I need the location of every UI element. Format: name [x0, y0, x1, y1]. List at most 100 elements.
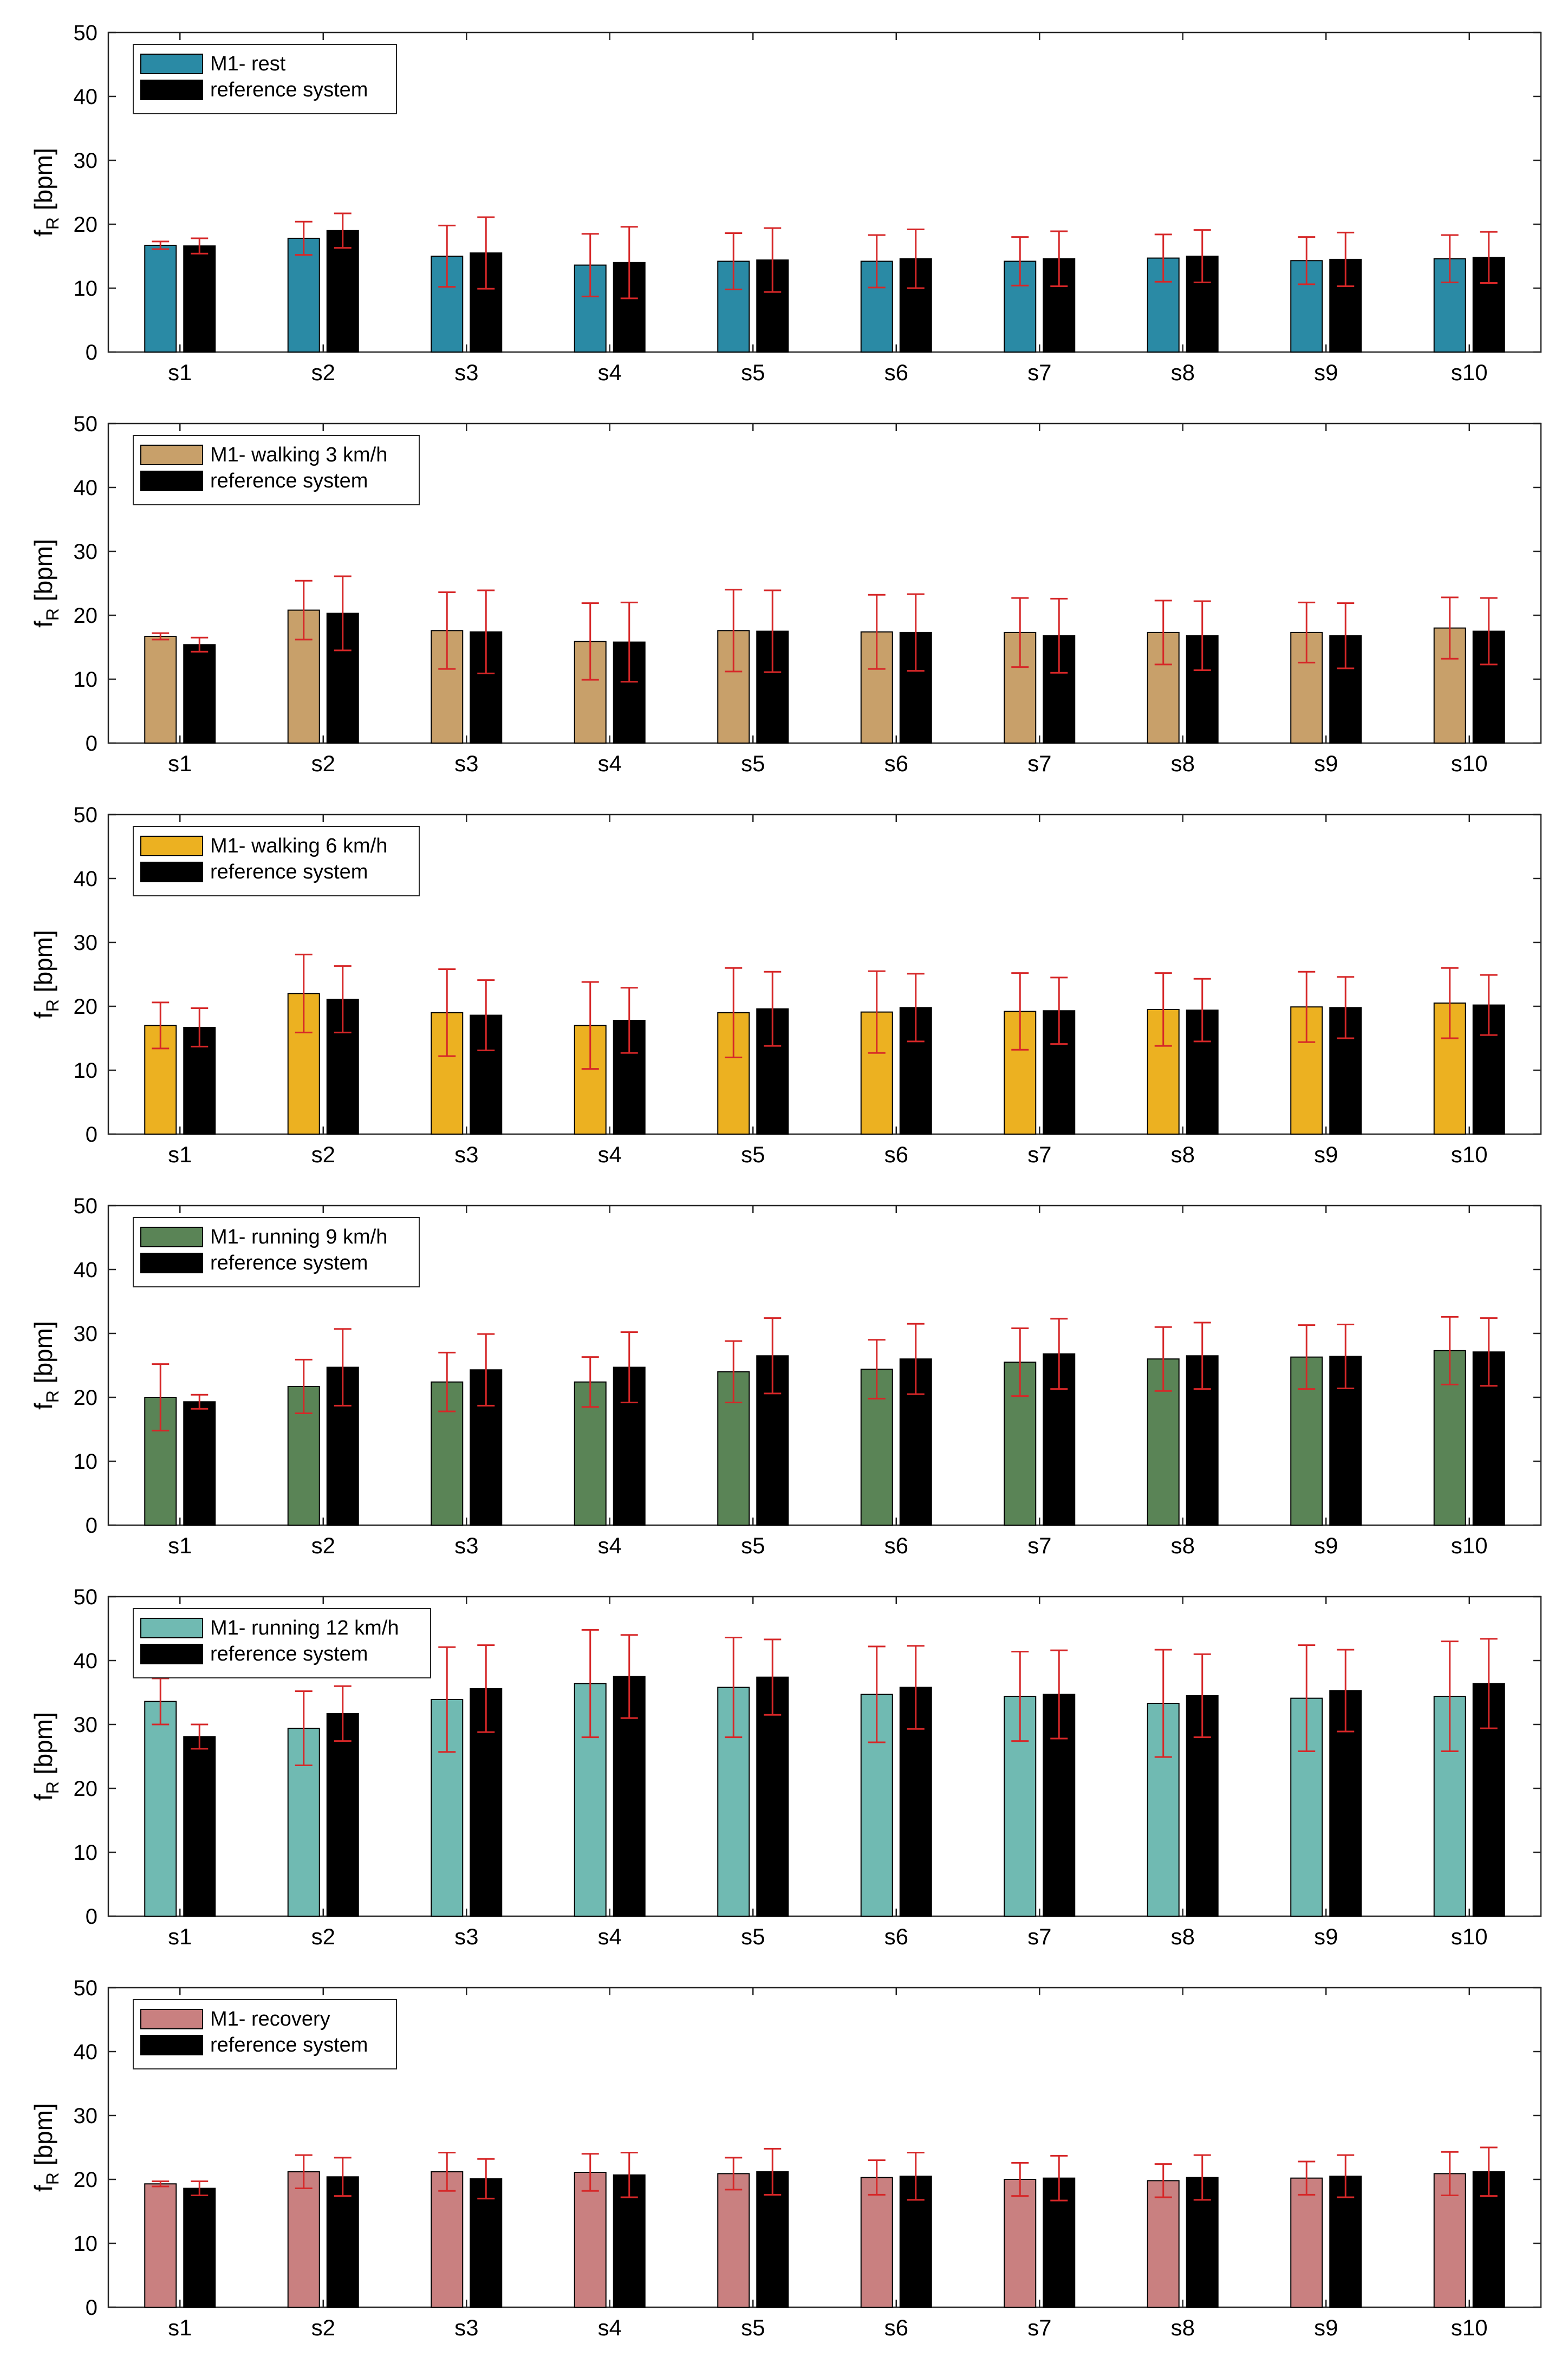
x-tick-label: s3	[454, 751, 478, 776]
y-axis-label: fR [bpm]	[29, 2103, 62, 2192]
bar	[717, 2173, 750, 2308]
y-tick-label: 10	[74, 1059, 98, 1083]
y-tick-label: 10	[74, 277, 98, 301]
y-tick-label: 50	[74, 1194, 98, 1218]
y-tick-label: 30	[74, 540, 98, 564]
x-tick-label: s8	[1171, 2315, 1195, 2340]
x-tick-label: s1	[168, 1142, 192, 1167]
y-tick-label: 30	[74, 1322, 98, 1346]
legend-label: M1- recovery	[210, 2008, 330, 2030]
legend-label: M1- running 12 km/h	[210, 1617, 399, 1639]
x-tick-label: s7	[1027, 360, 1051, 385]
legend: M1- recovery reference system	[133, 1999, 397, 2069]
x-tick-label: s5	[741, 2315, 765, 2340]
legend: M1- walking 6 km/h reference system	[133, 826, 420, 896]
y-tick-label: 50	[74, 803, 98, 827]
y-tick-label: 20	[74, 2168, 98, 2192]
y-axis-label: fR [bpm]	[29, 930, 62, 1019]
legend: M1- rest reference system	[133, 44, 397, 114]
y-tick-label: 20	[74, 995, 98, 1019]
x-tick-label: s10	[1451, 1533, 1488, 1558]
legend: M1- running 9 km/h reference system	[133, 1217, 420, 1287]
legend-label: reference system	[210, 470, 368, 492]
x-tick-label: s6	[884, 2315, 908, 2340]
x-tick-label: s4	[598, 360, 622, 385]
x-tick-label: s2	[311, 360, 335, 385]
x-tick-label: s9	[1314, 1533, 1338, 1558]
legend-swatch	[140, 445, 203, 465]
x-tick-label: s8	[1171, 1924, 1195, 1949]
legend: M1- running 12 km/h reference system	[133, 1608, 431, 1678]
bar	[183, 2188, 216, 2308]
y-tick-label: 0	[86, 2296, 97, 2320]
bar	[431, 2171, 464, 2308]
bar	[183, 1736, 216, 1917]
y-tick-label: 0	[86, 1123, 97, 1147]
x-tick-label: s4	[598, 1533, 622, 1558]
y-tick-label: 40	[74, 2040, 98, 2064]
x-tick-label: s8	[1171, 751, 1195, 776]
x-tick-label: s9	[1314, 2315, 1338, 2340]
y-tick-label: 30	[74, 149, 98, 173]
x-tick-label: s4	[598, 2315, 622, 2340]
legend-label: M1- rest	[210, 53, 286, 75]
x-tick-label: s10	[1451, 360, 1488, 385]
legend-label: M1- walking 3 km/h	[210, 444, 387, 466]
legend-swatch	[140, 1253, 203, 1273]
x-tick-label: s10	[1451, 2315, 1488, 2340]
x-tick-label: s1	[168, 751, 192, 776]
legend-swatch	[140, 1644, 203, 1664]
legend-label: M1- running 9 km/h	[210, 1226, 387, 1248]
x-tick-label: s10	[1451, 1924, 1488, 1949]
y-tick-label: 40	[74, 1649, 98, 1673]
x-tick-label: s10	[1451, 751, 1488, 776]
x-tick-label: s1	[168, 1924, 192, 1949]
y-tick-label: 40	[74, 85, 98, 109]
panel-3: 0 10 20 30 40 50 fR [bpm] s1 s2 s3 s4 s5 s6 s7 s8 s9 s10…	[29, 803, 1542, 1167]
legend-label: reference system	[210, 2034, 368, 2056]
bar	[287, 2171, 320, 2308]
bar	[326, 230, 359, 353]
y-tick-label: 10	[74, 1841, 98, 1865]
legend-swatch	[140, 1227, 203, 1247]
x-tick-label: s5	[741, 1142, 765, 1167]
x-tick-label: s7	[1027, 1924, 1051, 1949]
legend-swatch	[140, 80, 203, 100]
x-tick-label: s5	[741, 360, 765, 385]
x-tick-label: s2	[311, 2315, 335, 2340]
bar	[287, 1385, 320, 1526]
x-tick-label: s6	[884, 1142, 908, 1167]
x-tick-label: s9	[1314, 751, 1338, 776]
legend: M1- walking 3 km/h reference system	[133, 435, 420, 505]
legend-swatch	[140, 471, 203, 491]
bar	[144, 635, 177, 744]
y-tick-label: 0	[86, 341, 97, 364]
bar	[144, 2183, 177, 2308]
x-tick-label: s1	[168, 1533, 192, 1558]
bar	[326, 1713, 359, 1917]
legend-swatch	[140, 54, 203, 74]
legend-swatch	[140, 2009, 203, 2029]
x-tick-label: s1	[168, 360, 192, 385]
y-axis-label: fR [bpm]	[29, 539, 62, 628]
legend-swatch	[140, 836, 203, 856]
x-tick-label: s3	[454, 1924, 478, 1949]
bar	[574, 1683, 607, 1917]
y-tick-label: 20	[74, 604, 98, 628]
bar	[1329, 1356, 1362, 1526]
x-tick-label: s7	[1027, 1142, 1051, 1167]
x-tick-label: s8	[1171, 1533, 1195, 1558]
x-tick-label: s4	[598, 1924, 622, 1949]
y-axis-label: fR [bpm]	[29, 1712, 62, 1801]
y-tick-label: 30	[74, 1713, 98, 1737]
x-tick-label: s7	[1027, 751, 1051, 776]
x-tick-label: s3	[454, 1533, 478, 1558]
bar	[144, 244, 177, 353]
x-tick-label: s10	[1451, 1142, 1488, 1167]
x-tick-label: s2	[311, 751, 335, 776]
legend-box	[133, 1608, 431, 1678]
bar	[183, 245, 216, 353]
panel-2: 0 10 20 30 40 50 fR [bpm] s1 s2 s3 s4 s5 s6 s7 s8 s9 s10…	[29, 412, 1542, 776]
x-tick-label: s9	[1314, 1142, 1338, 1167]
